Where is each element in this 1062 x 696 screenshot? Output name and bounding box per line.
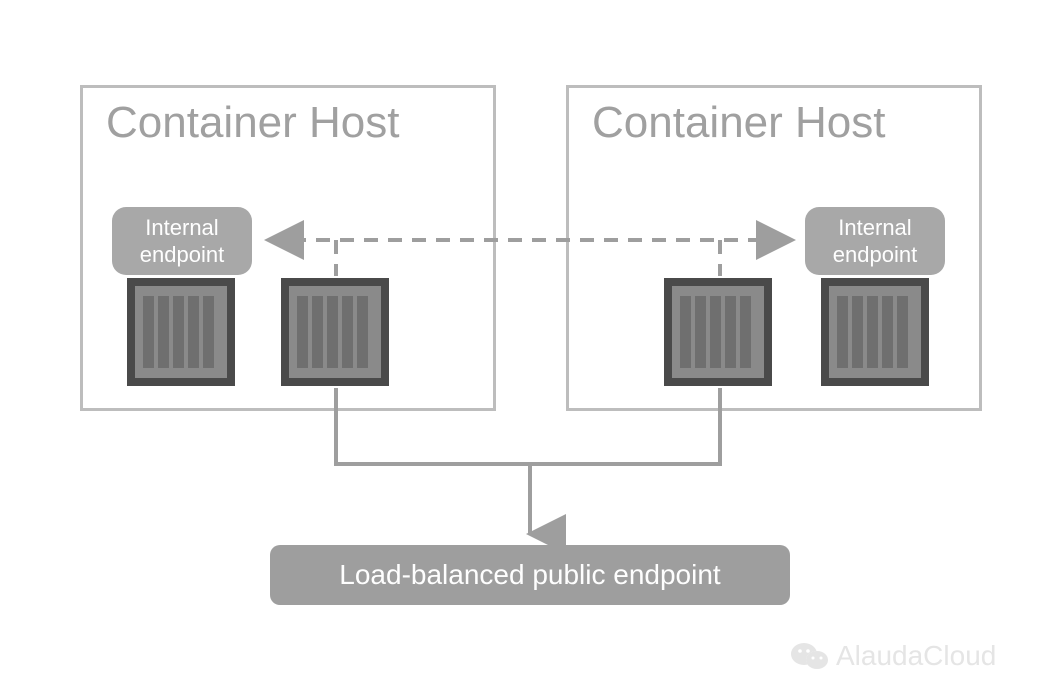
wechat-icon xyxy=(790,640,830,672)
diagram-canvas: Container Host Container Host Internal e… xyxy=(0,0,1062,696)
load-balancer-box: Load-balanced public endpoint xyxy=(270,545,790,605)
watermark-text: AlaudaCloud xyxy=(836,640,996,672)
container-icon xyxy=(127,278,235,386)
endpoint-line1: Internal xyxy=(140,214,224,242)
internal-endpoint-label-right: Internal endpoint xyxy=(805,207,945,275)
endpoint-line2: endpoint xyxy=(140,241,224,269)
endpoint-line2: endpoint xyxy=(833,241,917,269)
container-icon xyxy=(664,278,772,386)
lb-label: Load-balanced public endpoint xyxy=(339,559,720,591)
internal-endpoint-label-left: Internal endpoint xyxy=(112,207,252,275)
container-icon xyxy=(281,278,389,386)
endpoint-line1: Internal xyxy=(833,214,917,242)
container-icon xyxy=(821,278,929,386)
watermark: AlaudaCloud xyxy=(790,640,996,672)
